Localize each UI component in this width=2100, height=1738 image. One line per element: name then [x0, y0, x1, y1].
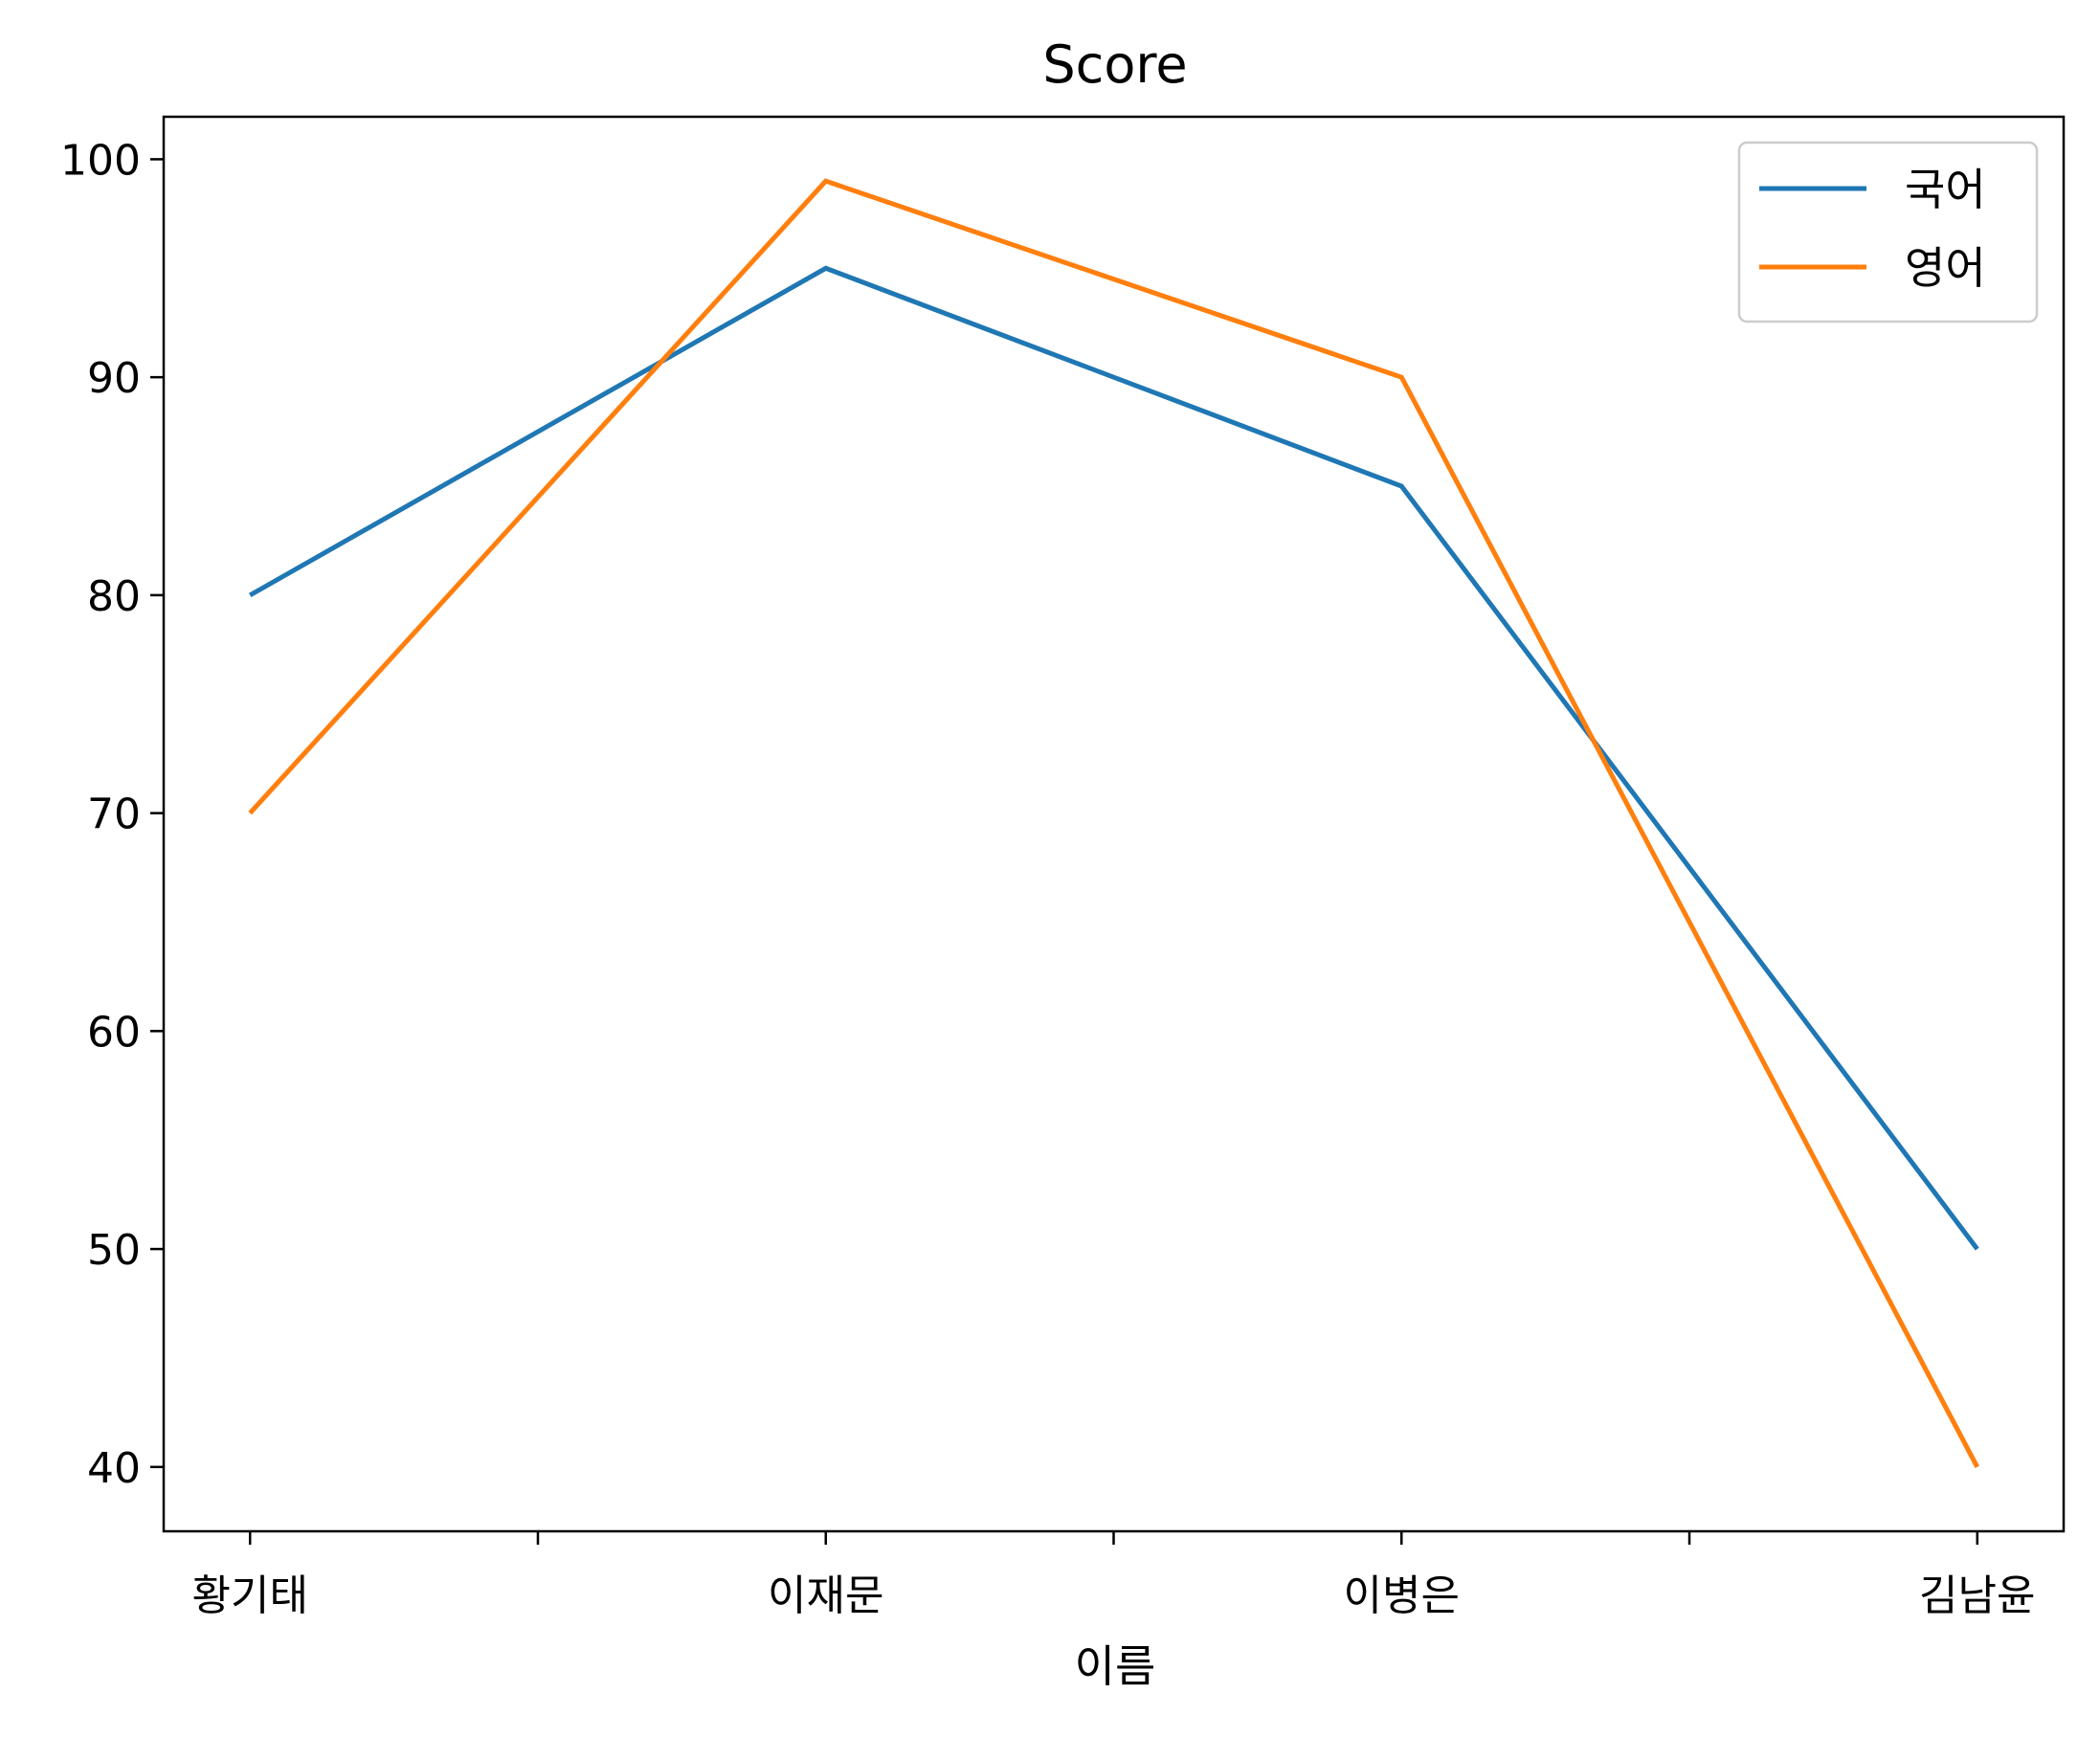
x-axis-label: 이름 [1075, 1640, 1156, 1692]
y-tick-label: 80 [87, 572, 141, 621]
legend-box [1737, 141, 2039, 323]
y-tick-label: 60 [87, 1008, 141, 1057]
legend-label: 영어 [1905, 242, 1986, 294]
chart-title: Score [1042, 34, 1187, 95]
x-tick-label: 이병은 [1344, 1571, 1460, 1620]
y-axis: 40 50 60 70 80 90 100 [60, 136, 164, 1493]
y-tick-label: 50 [87, 1226, 141, 1275]
series-line-1 [248, 265, 1979, 1251]
x-tick-label: 이재문 [768, 1571, 883, 1620]
series-line-2 [248, 178, 1979, 1468]
plot-area [248, 178, 1979, 1468]
y-tick-label: 70 [87, 791, 141, 839]
y-tick-label: 90 [87, 354, 141, 403]
x-tick-label: 황기태 [192, 1571, 308, 1620]
legend-label: 국어 [1905, 164, 1986, 215]
y-tick-label: 100 [60, 136, 141, 185]
y-tick-label: 40 [87, 1444, 141, 1493]
x-axis: 황기태 이재문 이병은 김남윤 [192, 1531, 2035, 1620]
x-tick-label: 김남윤 [1919, 1571, 2035, 1620]
